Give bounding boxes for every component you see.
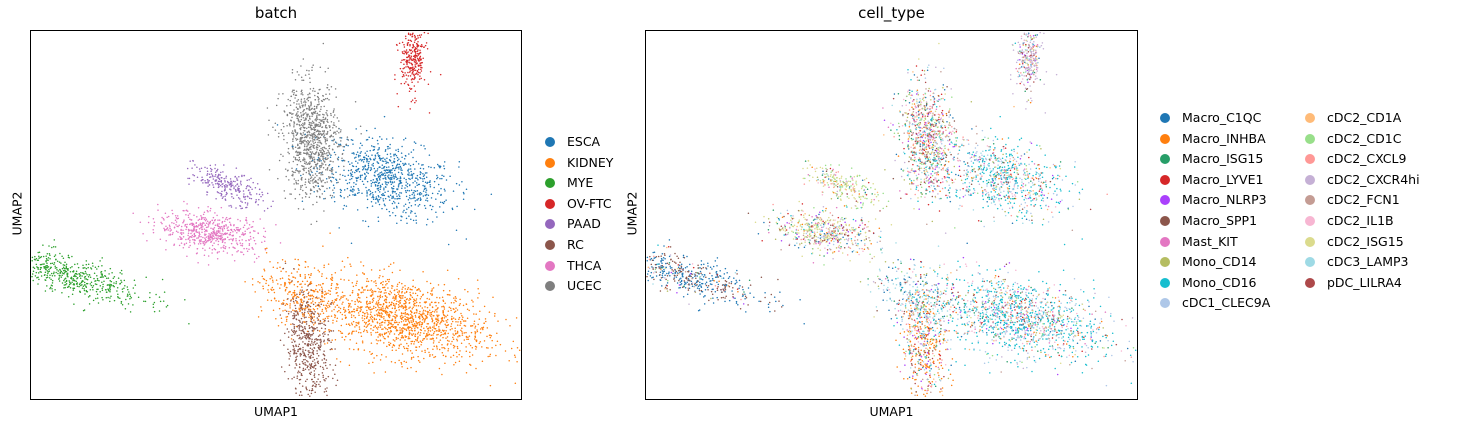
legend-label: MYE [567,175,594,191]
legend-marker [1305,277,1315,288]
legend-label: UCEC [567,278,602,294]
cell-type-points-pdc_lilra4 [682,38,1123,390]
cell-type-points-cdc2_fcn1 [652,33,1126,396]
legend-marker [1305,195,1315,206]
cell-type-points-macro_c1qc [646,32,1129,379]
batch-points-ucec [266,42,362,225]
legend-label: cDC3_LAMP3 [1327,254,1409,270]
legend-label: pDC_LILRA4 [1327,274,1402,290]
batch-points-esca [276,115,493,246]
batch-scatter [31,31,521,397]
cell-type-y-axis-label: UMAP2 [624,191,640,236]
cell-type-points-cdc2_isg15 [664,39,1105,365]
legend-marker [1305,174,1315,185]
legend-label: Mast_KIT [1182,233,1238,249]
legend-marker [545,157,555,168]
batch-title: batch [254,4,298,22]
legend-label: PAAD [567,216,601,232]
legend-label: OV-FTC [567,195,612,211]
batch-points-paad [186,159,274,212]
batch-points-ov-ftc [394,31,442,114]
legend-label: Macro_LYVE1 [1182,171,1264,187]
legend-marker [1160,113,1170,123]
cell-type-points-cdc1_clec9a [681,49,1134,387]
legend-marker [1160,298,1170,309]
legend-label: Macro_SPP1 [1182,213,1258,228]
legend-marker [1160,216,1170,226]
legend-marker [545,137,555,147]
legend-marker [545,240,555,250]
legend-label: cDC2_CXCL9 [1327,151,1407,167]
cell-type-points-macro_spp1 [646,44,1072,393]
legend-label: cDC2_CD1C [1327,130,1402,146]
legend-marker [545,260,555,271]
cell-type-points-cdc2_cd1c [654,37,1135,381]
legend-label: cDC2_CD1A [1327,110,1402,125]
batch-points-kidney [251,245,357,340]
batch-points-thca [132,200,282,266]
legend-label: cDC2_CXCR4hi [1327,171,1420,187]
legend-label: RC [567,237,584,252]
legend-label: cDC1_CLEC9A [1182,295,1271,311]
legend-marker [1160,236,1170,247]
legend-label: KIDNEY [567,154,614,170]
legend-label: Mono_CD16 [1182,274,1257,290]
legend-marker [1305,257,1315,268]
legend-marker [1160,195,1170,206]
legend-label: ESCA [567,134,601,149]
cell-type-points-mono_cd14 [666,37,1104,390]
legend-label: Macro_INHBA [1182,130,1266,146]
legend-marker [1305,154,1315,165]
legend-marker [1160,154,1170,165]
cell-type-points-macro_inhba [713,45,1108,397]
legend-marker [545,178,555,189]
legend-marker [1160,277,1170,288]
legend-marker [1160,133,1170,144]
cell-type-points-mast_kit [768,35,1107,392]
batch-points-mye [31,239,190,325]
legend-marker [1305,216,1315,226]
batch-points-kidney [244,232,521,387]
legend-label: cDC2_ISG15 [1327,233,1404,249]
cell-type-points-cdc2_cxcl9 [648,34,1133,388]
cell-type-points-cdc3_lamp3 [652,34,1077,386]
legend-marker [1160,257,1170,268]
batch-plot-area [30,30,522,400]
legend-marker [1305,113,1315,123]
cell-type-x-axis-label: UMAP1 [869,404,914,419]
legend-label: Macro_NLRP3 [1182,192,1267,208]
legend-label: Macro_ISG15 [1182,151,1264,167]
cell-type-title: cell_type [858,4,925,22]
legend-label: cDC2_FCN1 [1327,192,1400,208]
cell-type-points-macro_nlrp3 [670,35,1093,390]
legend-marker [1160,174,1170,185]
legend-marker [545,219,555,230]
legend-marker [1305,133,1315,144]
legend-label: THCA [567,257,602,273]
cell-type-scatter [646,31,1137,397]
legend-marker [1305,236,1315,247]
batch-points-rc [279,262,339,397]
legend-marker [545,198,555,209]
legend-label: cDC2_IL1B [1327,213,1394,228]
cell-type-points-cdc2_cxcr4hi [648,31,1134,381]
batch-y-axis-label: UMAP2 [9,191,25,236]
cell-type-points-mono_cd16 [657,42,1137,386]
legend-label: Mono_CD14 [1182,254,1257,270]
cell-type-points-cdc2_cd1a [647,44,1092,397]
legend-marker [545,281,555,292]
cell-type-plot-area [645,30,1138,400]
cell-type-points-cdc2_il1b [652,35,1127,391]
cell-type-points-macro_lyve1 [666,43,1085,384]
legend-label: Macro_C1QC [1182,110,1262,125]
batch-x-axis-label: UMAP1 [254,404,298,419]
